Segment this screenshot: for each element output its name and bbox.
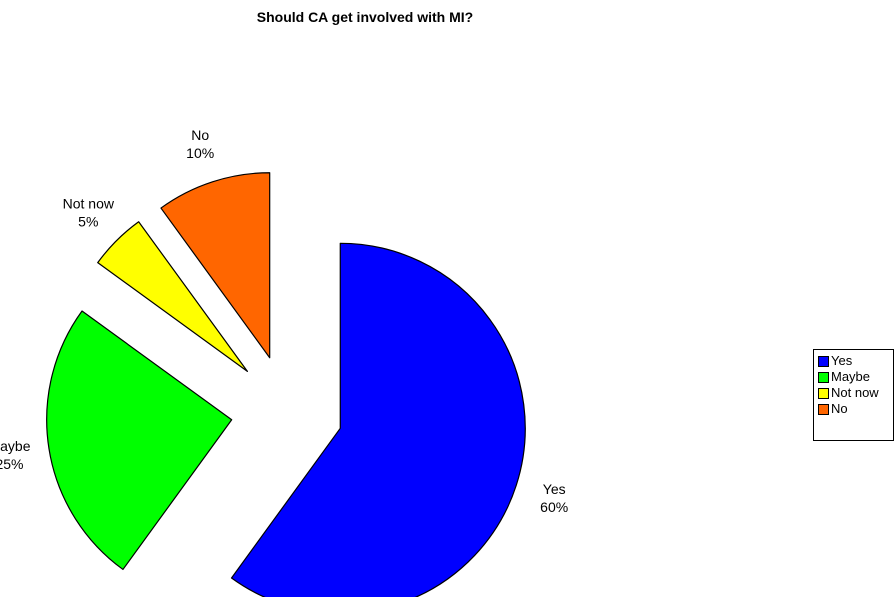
pie-slice-maybe	[46, 310, 233, 571]
slice-percent-no: 10%	[186, 145, 214, 161]
legend-label-not-now: Not now	[831, 385, 879, 400]
legend-swatch-no	[818, 403, 829, 415]
slice-label-yes: Yes	[543, 481, 566, 497]
chart-title: Should CA get involved with MI?	[256, 9, 474, 25]
pie-slices	[46, 172, 526, 597]
slice-percent-yes: 60%	[540, 499, 568, 515]
legend-swatch-maybe	[818, 371, 829, 383]
slice-percent-not-now: 5%	[78, 213, 98, 229]
legend-swatch-yes	[818, 355, 829, 367]
pie-labels: Yes 60% Maybe 25% Not now 5% No 10%	[0, 127, 568, 515]
legend-label-yes: Yes	[831, 353, 853, 368]
slice-label-maybe: Maybe	[0, 438, 31, 454]
legend-swatch-not-now	[818, 387, 829, 399]
legend-label-maybe: Maybe	[831, 369, 871, 384]
legend-item-no: No	[818, 401, 893, 417]
slice-label-no: No	[191, 127, 209, 143]
legend-item-not-now: Not now	[818, 385, 893, 401]
slice-label-not-now: Not now	[63, 195, 115, 211]
pie-slice-not-now	[97, 221, 248, 372]
pie-slice-no	[160, 172, 271, 359]
legend-item-yes: Yes	[818, 353, 893, 369]
chart-legend: Yes Maybe Not now No	[813, 349, 894, 441]
slice-percent-maybe: 25%	[0, 456, 24, 472]
pie-slice-yes	[230, 242, 526, 597]
legend-label-no: No	[831, 401, 848, 416]
legend-item-maybe: Maybe	[818, 369, 893, 385]
